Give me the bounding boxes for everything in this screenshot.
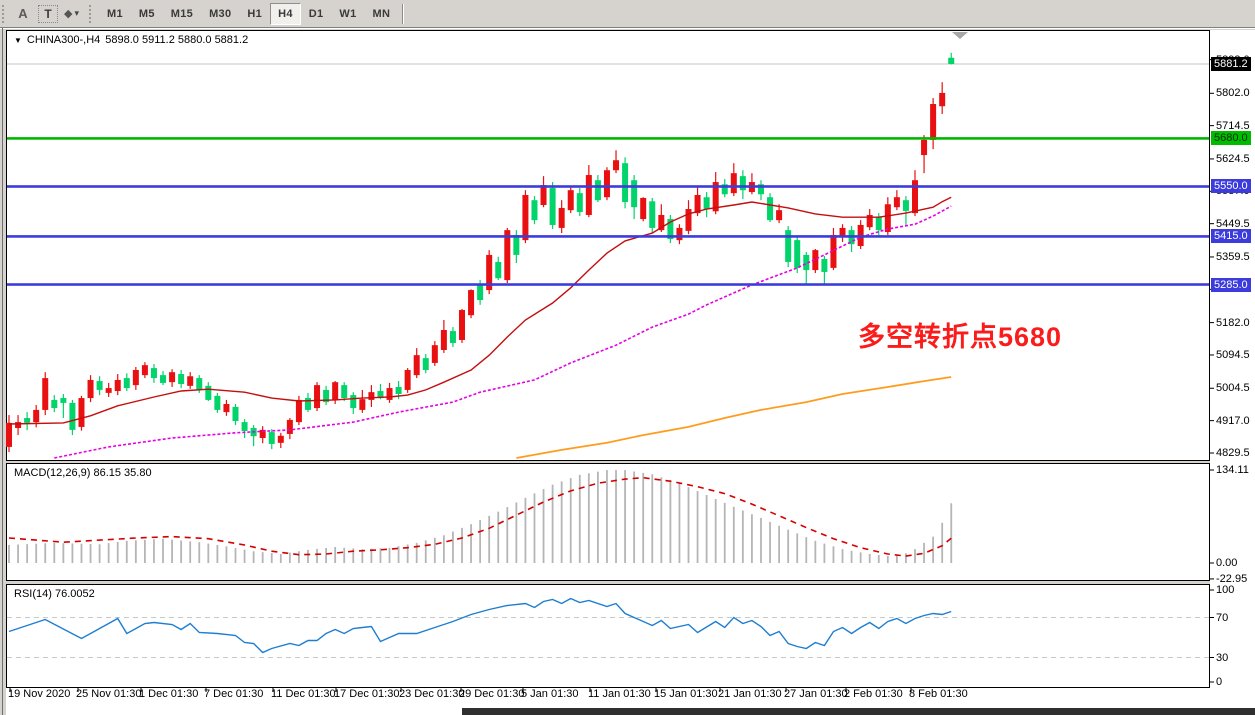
rsi-line [8,597,952,654]
rsi-indicator-panel[interactable]: RSI(14) 76.0052 [6,584,1210,688]
date-axis-label: 19 Nov 2020 [8,688,71,700]
date-axis-label: 7 Dec 01:30 [204,688,264,700]
date-axis-label: 21 Jan 01:30 [718,688,782,700]
macd-histogram [8,470,953,563]
annotate-text-tool-button[interactable]: A [18,6,28,21]
candlestick-series [6,52,955,453]
y-axis-tick-label: 5094.5 [1216,348,1250,361]
timeframe-button-mn[interactable]: MN [372,7,391,20]
timeframe-button-m15[interactable]: M15 [170,7,194,20]
arrows-tool-icon: ◆ [64,8,73,20]
timeframe-button-d1[interactable]: D1 [308,7,324,20]
macd-label: MACD(12,26,9) 86.15 35.80 [14,467,152,479]
y-axis-tick-label: 5004.5 [1216,382,1250,395]
date-axis-label: 5 Jan 01:30 [521,688,579,700]
timeframe-button-m5[interactable]: M5 [138,7,155,20]
date-axis-label: 29 Dec 01:30 [459,688,525,700]
macd-indicator-panel[interactable]: MACD(12,26,9) 86.15 35.80 [6,463,1210,581]
date-axis-label: 23 Dec 01:30 [399,688,465,700]
ma-magenta-line [54,205,952,459]
taskbar-fragment [462,708,1255,715]
y-axis-tick-label: 5449.5 [1216,217,1250,230]
macd-scale-label: 0.00 [1216,557,1238,569]
price-level-badge: 5680.0 [1211,131,1251,146]
horizontal-level-lines[interactable] [7,137,1209,286]
y-axis-tick-label: 5802.0 [1216,87,1250,100]
date-axis-label: 25 Nov 01:30 [76,688,142,700]
ma-orange-line [516,376,952,459]
y-axis-tick-label: 5714.5 [1216,119,1250,132]
macd-scale-label: 134.11 [1216,463,1249,476]
date-axis-label: 1 Dec 01:30 [139,688,199,700]
timeframe-button-w1[interactable]: W1 [339,7,357,20]
timeframe-button-m1[interactable]: M1 [107,7,123,20]
macd-signal-line [8,476,952,557]
price-level-badge: 5285.0 [1211,277,1251,292]
timeframe-button-h1[interactable]: H1 [247,7,263,20]
text-label-tool-button[interactable]: T [38,4,58,23]
toolbar-separator [402,3,405,24]
symbol-period-label: CHINA300-,H4 [26,34,101,46]
rsi-scale-label: 30 [1216,651,1229,664]
date-axis-label: 8 Feb 01:30 [909,688,968,700]
ma-red-line [8,196,952,425]
date-axis-label: 17 Dec 01:30 [334,688,400,700]
y-axis-tick-label: 5624.5 [1216,152,1250,165]
macd-scale-label: -22.95 [1216,572,1248,585]
rsi-scale-label: 70 [1216,611,1229,624]
timeframe-button-h4[interactable]: H4 [270,2,301,25]
ohlc-values-label: 5898.0 5911.2 5880.0 5881.2 [105,34,249,46]
rsi-scale-label: 0 [1216,676,1223,688]
date-axis-label: 15 Jan 01:30 [654,688,718,700]
chevron-down-icon: ▾ [74,8,79,18]
price-level-badge: 5550.0 [1211,179,1251,194]
timeframe-group-drag-handle[interactable] [89,4,96,23]
toolbar-drag-handle[interactable] [2,4,9,23]
timeframe-button-group: M1 M5 M15 M30 H1 H4 D1 W1 MN [99,2,398,25]
y-axis-tick-label: 4917.0 [1216,414,1250,427]
arrows-tool-button[interactable]: ◆ ▾ [64,7,79,20]
rsi-level-gridlines [7,617,1209,658]
chart-title: ▼ CHINA300-,H4 5898.0 5911.2 5880.0 5881… [14,34,248,46]
chevron-down-icon: ▼ [14,35,22,45]
y-axis-tick-label: 5182.0 [1216,316,1250,329]
toolbar: A T ◆ ▾ M1 M5 M15 M30 H1 H4 D1 W1 MN [0,0,1255,28]
timeframe-button-m30[interactable]: M30 [209,7,232,20]
rsi-label: RSI(14) 76.0052 [14,588,95,600]
price-level-badge: 5415.0 [1211,229,1251,244]
y-axis-tick-label: 4829.5 [1216,447,1250,459]
date-axis-label: 11 Dec 01:30 [271,688,336,700]
current-price-badge: 5881.2 [1211,56,1251,71]
chart-shift-marker-icon[interactable] [952,32,968,39]
y-axis-tick-label: 5359.5 [1216,250,1250,263]
date-axis-label: 2 Feb 01:30 [844,688,903,700]
axis-tick-marks [9,59,1214,692]
window-left-edge [2,28,3,715]
rsi-scale-label: 100 [1216,584,1235,596]
date-axis-label: 11 Jan 01:30 [588,688,651,700]
chart-text-annotation[interactable]: 多空转折点5680 [858,322,1063,352]
date-axis-label: 27 Jan 01:30 [784,688,848,700]
